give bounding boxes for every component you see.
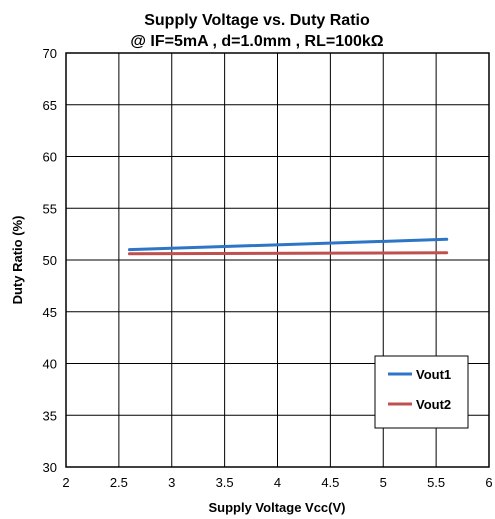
- y-tick-label: 30: [43, 460, 57, 475]
- chart-title: Supply Voltage vs. Duty Ratio: [144, 12, 370, 29]
- legend-label-vout2: Vout2: [416, 397, 451, 412]
- series-lines: [127, 237, 449, 256]
- y-axis-ticks: 30 35 40 45 50 55 60 65 70: [43, 46, 57, 475]
- x-axis-label: Supply Voltage Vcc(V): [208, 500, 345, 515]
- x-tick-label: 4: [274, 475, 281, 490]
- y-tick-label: 45: [43, 305, 57, 320]
- x-tick-label: 5: [380, 475, 387, 490]
- x-tick-label: 3.5: [216, 475, 234, 490]
- y-axis-label: Duty Ratio (%): [10, 216, 25, 305]
- series-line-vout2: [127, 251, 449, 256]
- y-tick-label: 70: [43, 46, 57, 61]
- y-tick-label: 40: [43, 357, 57, 372]
- x-tick-label: 5.5: [427, 475, 445, 490]
- legend-box: [374, 355, 469, 429]
- x-tick-label: 2: [62, 475, 69, 490]
- x-axis-ticks: 2 2.5 3 3.5 4 4.5 5 5.5 6: [62, 475, 492, 490]
- y-tick-label: 50: [43, 253, 57, 268]
- chart-subtitle: @ IF=5mA , d=1.0mm , RL=100kΩ: [130, 33, 383, 50]
- y-tick-label: 55: [43, 201, 57, 216]
- legend: Vout1 Vout2: [374, 355, 469, 429]
- x-tick-label: 6: [485, 475, 492, 490]
- x-tick-label: 3: [168, 475, 175, 490]
- x-tick-label: 2.5: [110, 475, 128, 490]
- series-line-vout1: [127, 237, 449, 252]
- y-tick-label: 35: [43, 408, 57, 423]
- y-tick-label: 60: [43, 150, 57, 165]
- y-tick-label: 65: [43, 98, 57, 113]
- legend-label-vout1: Vout1: [416, 367, 451, 382]
- x-tick-label: 4.5: [321, 475, 339, 490]
